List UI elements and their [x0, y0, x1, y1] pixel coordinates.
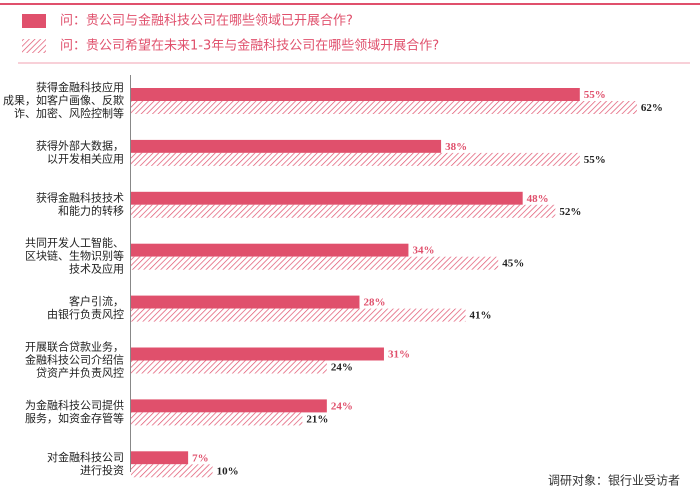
category-label: 客户引流，由银行负责风控	[47, 294, 124, 321]
bar	[131, 399, 327, 413]
bar	[131, 360, 327, 374]
value-label: 48%	[527, 193, 549, 205]
category-line: 获得外部大数据，	[36, 138, 124, 152]
category-label: 获得外部大数据，以开发相关应用	[36, 138, 124, 165]
category-label: 获得金融科技技术和能力的转移	[36, 190, 124, 217]
category-line: 金融科技公司介绍信	[25, 353, 124, 367]
value-label: 55%	[584, 89, 606, 101]
bar	[131, 256, 499, 270]
category-line: 和能力的转移	[58, 203, 124, 217]
legend-text: 问：贵公司希望在未来1-3年与金融科技公司在哪些领域开展合作?	[60, 38, 439, 54]
bar	[131, 191, 523, 205]
legend-swatch	[22, 39, 46, 53]
category-line: 以开发相关应用	[47, 151, 124, 165]
bar	[131, 347, 384, 361]
category-line: 为金融科技公司提供	[25, 398, 124, 412]
legend-text: 问：贵公司与金融科技公司在哪些领域已开展合作?	[60, 13, 353, 29]
category-line: 对金融科技公司	[47, 450, 124, 464]
value-label: 45%	[502, 258, 524, 270]
bar	[131, 243, 409, 257]
category-label: 为金融科技公司提供服务，如资金存管等	[25, 398, 124, 425]
bar	[131, 101, 637, 114]
category-label: 获得金融科技应用成果，如客户画像、反欺诈、加密、风险控制等	[3, 80, 124, 120]
category-line: 由银行负责风控	[47, 307, 124, 321]
bar	[131, 451, 189, 465]
value-label: 7%	[192, 452, 209, 464]
value-label: 52%	[559, 206, 581, 218]
value-label: 24%	[331, 362, 353, 374]
category-line: 获得金融科技技术	[36, 190, 124, 204]
value-label: 21%	[306, 413, 328, 425]
category-label: 对金融科技公司进行投资	[47, 450, 124, 477]
category-line: 区块链、生物识别等	[25, 249, 124, 263]
bar	[131, 308, 466, 322]
footnote: 调研对象：银行业受访者	[548, 474, 680, 488]
value-label: 10%	[217, 465, 239, 477]
value-label: 41%	[470, 310, 492, 322]
value-label: 38%	[445, 141, 467, 153]
bar	[131, 464, 213, 478]
value-label: 31%	[388, 349, 410, 361]
category-line: 共同开发人工智能、	[25, 236, 124, 250]
value-label: 62%	[641, 102, 663, 114]
category-line: 技术及应用	[69, 262, 124, 276]
category-line: 开展联合贷款业务，	[25, 340, 124, 354]
bar	[131, 139, 442, 153]
value-label: 28%	[363, 297, 385, 309]
value-label: 34%	[412, 245, 434, 257]
category-line: 客户引流，	[69, 294, 124, 308]
bar	[131, 412, 303, 426]
bar	[131, 152, 580, 166]
category-line: 进行投资	[80, 463, 124, 477]
value-label: 24%	[331, 400, 353, 412]
bar	[131, 295, 360, 309]
category-label: 共同开发人工智能、区块链、生物识别等技术及应用	[25, 236, 124, 276]
category-label: 开展联合贷款业务，金融科技公司介绍信贷资产并负责风控	[25, 340, 124, 380]
category-line: 获得金融科技应用	[36, 80, 124, 94]
legend-swatch	[22, 14, 46, 28]
category-line: 贷资产并负责风控	[36, 366, 124, 380]
bar	[131, 88, 580, 101]
category-line: 成果，如客户画像、反欺	[3, 93, 124, 107]
category-line: 诈、加密、风险控制等	[14, 106, 124, 120]
bar	[131, 204, 556, 218]
category-line: 服务，如资金存管等	[25, 411, 124, 425]
value-label: 55%	[584, 154, 606, 166]
